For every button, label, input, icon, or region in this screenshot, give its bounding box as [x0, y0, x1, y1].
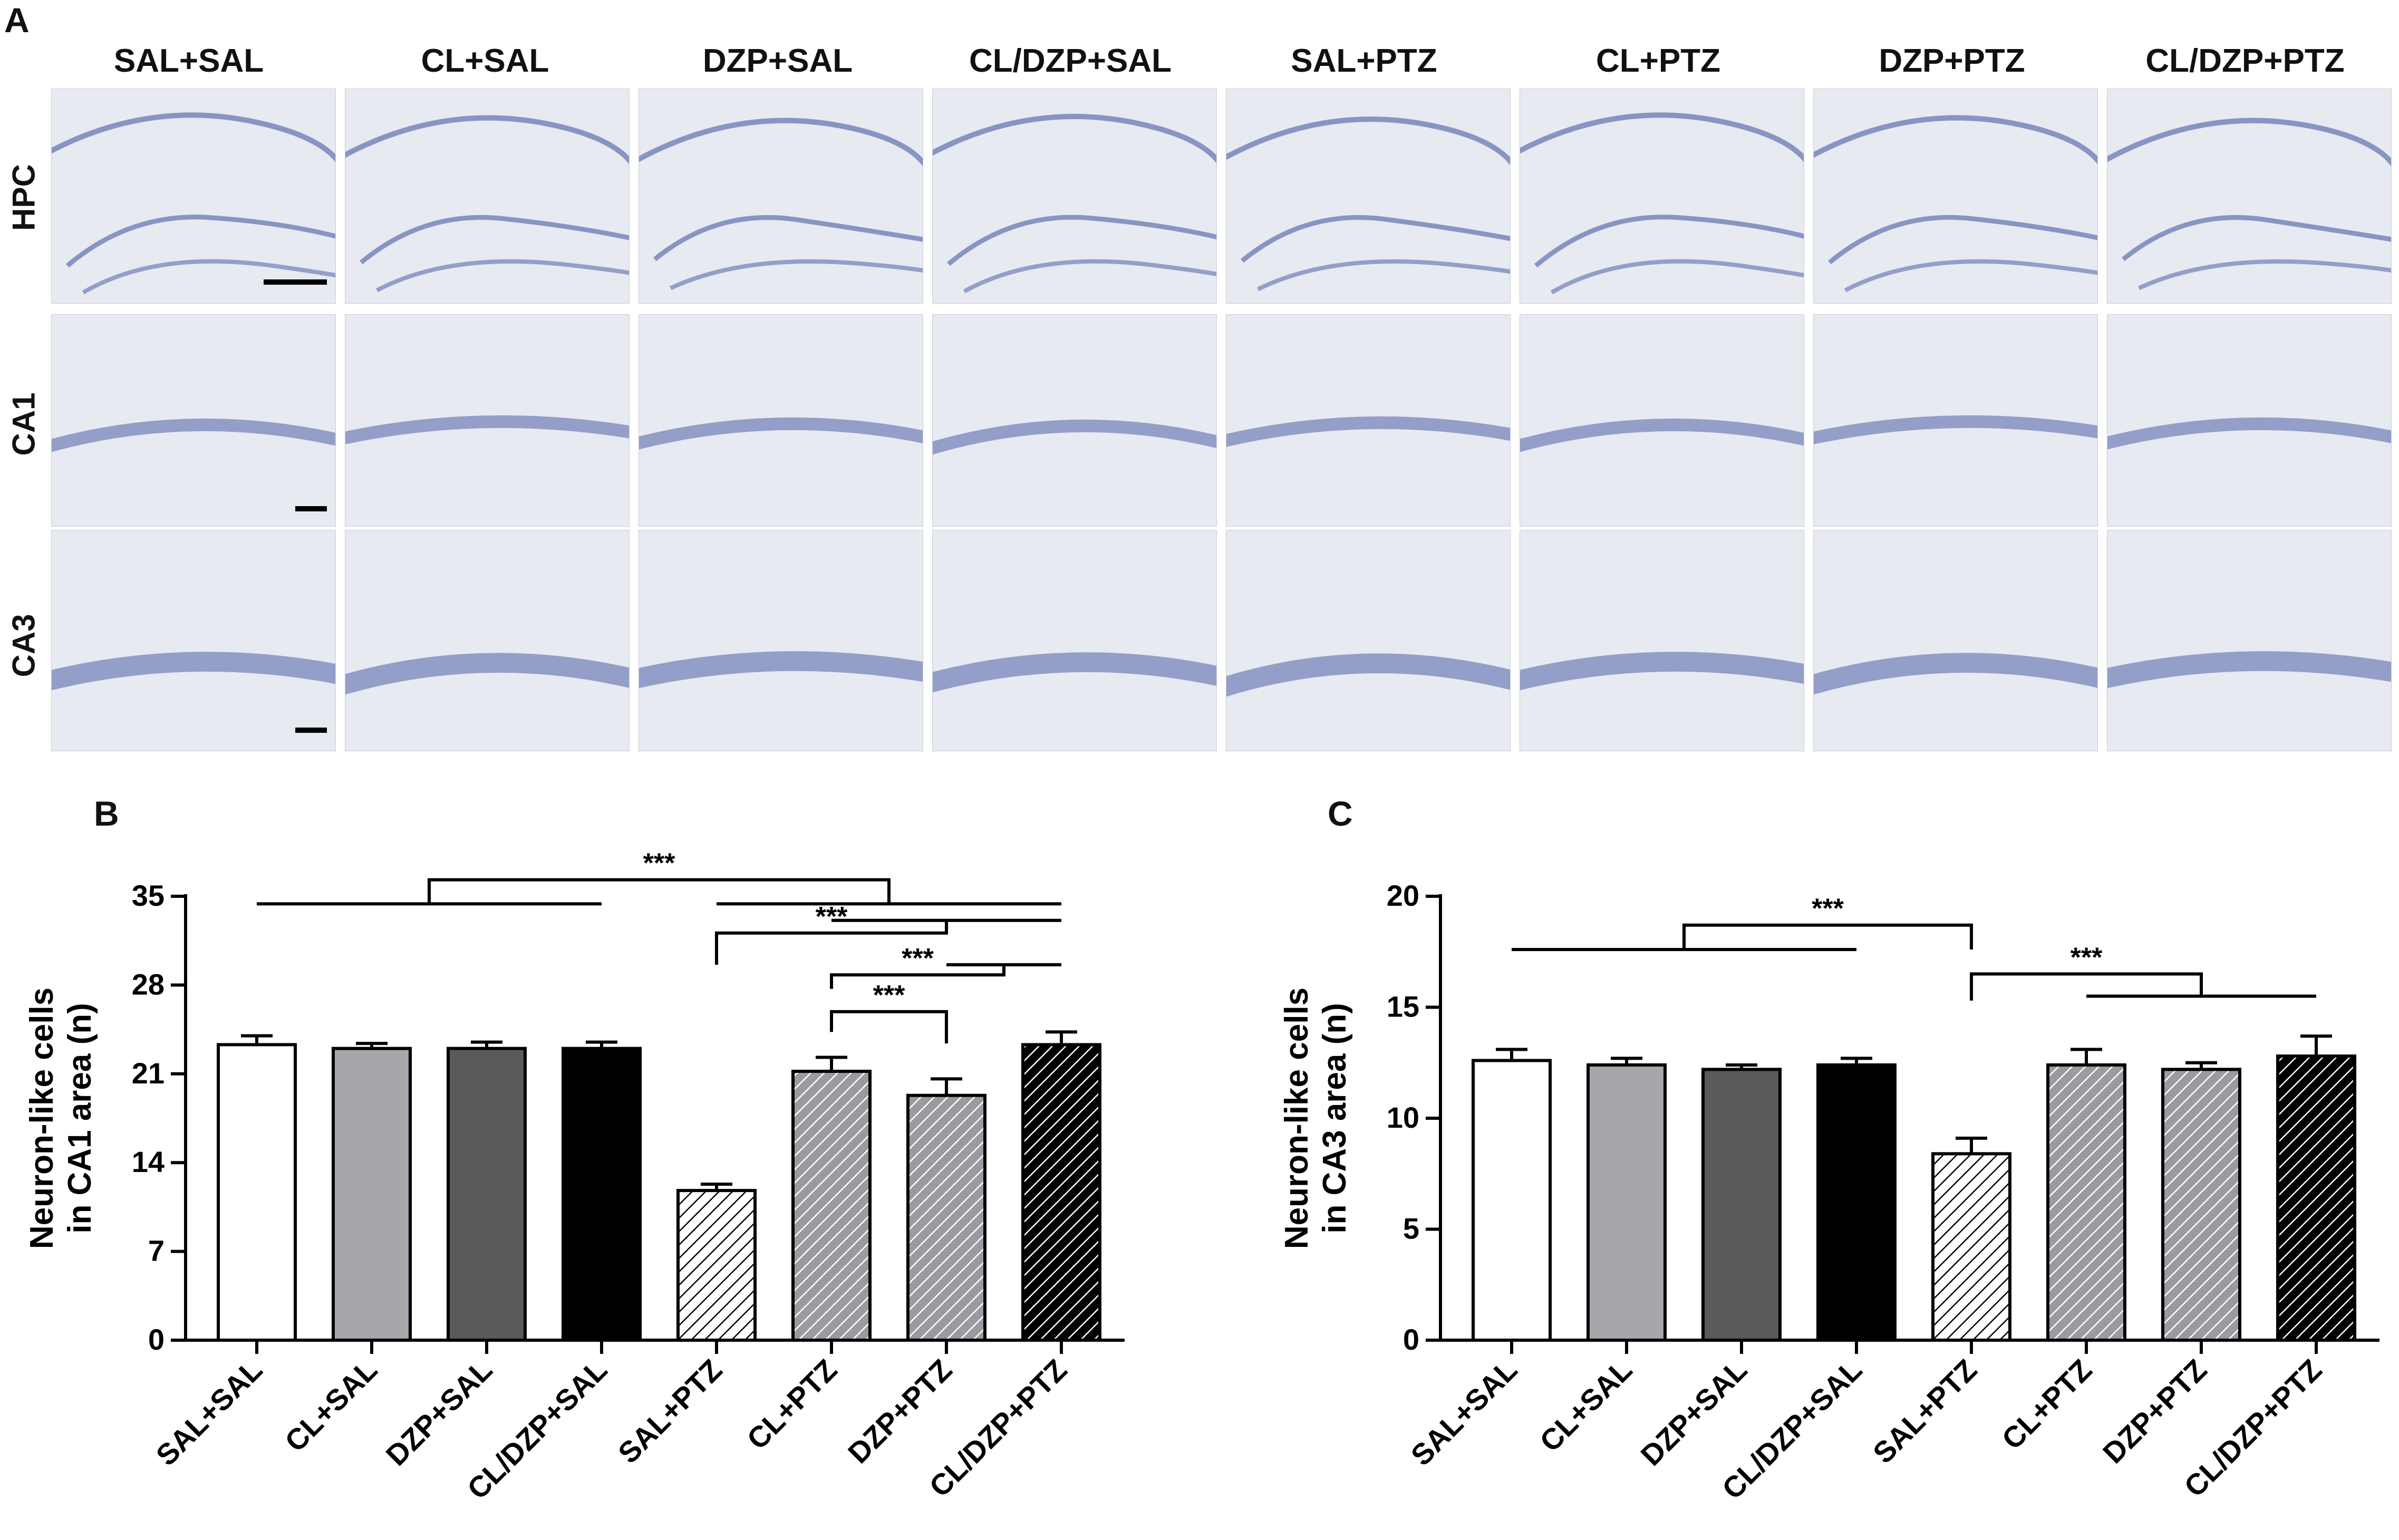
significance-bracket: *** — [1512, 894, 1973, 952]
bar — [1472, 1059, 1552, 1342]
y-axis-label: in CA1 area (n) — [62, 1003, 98, 1234]
column-header: SAL+PTZ — [1291, 43, 1437, 79]
x-tick-label: SAL+PTZ — [1866, 1353, 1984, 1470]
scale-bar — [295, 728, 327, 733]
bar — [217, 1043, 297, 1342]
y-tick-label: 5 — [1403, 1212, 1419, 1245]
significance-label: *** — [873, 980, 905, 1011]
row-label-ca1: CA1 — [6, 392, 42, 456]
row-label-ca3: CA3 — [6, 614, 42, 677]
x-tick-label: DZP+PTZ — [841, 1353, 959, 1470]
bar — [676, 1189, 757, 1342]
y-tick-label: 20 — [1387, 879, 1419, 912]
micrograph-tile — [932, 89, 1217, 304]
y-axis-label: in CA3 area (n) — [1317, 1003, 1353, 1234]
significance-label: *** — [902, 943, 934, 974]
bar — [2276, 1054, 2356, 1342]
micrograph-tile — [1226, 89, 1511, 304]
micrograph-tile — [1520, 89, 1804, 304]
y-tick-label: 7 — [148, 1234, 165, 1267]
y-tick-label: 10 — [1387, 1101, 1419, 1134]
bar — [2046, 1063, 2126, 1342]
bar — [1701, 1068, 1782, 1342]
significance-label: *** — [1812, 894, 1844, 924]
bar — [332, 1047, 412, 1342]
micrograph-tile — [345, 314, 630, 527]
x-tick-label: DZP+SAL — [1634, 1353, 1753, 1472]
significance-label: *** — [643, 848, 675, 879]
significance-bracket: *** — [1970, 942, 2316, 1001]
row-label-hpc: HPC — [6, 164, 42, 231]
micrograph-tile — [932, 530, 1217, 751]
bar — [1816, 1063, 1897, 1342]
column-header: DZP+PTZ — [1879, 43, 2025, 79]
micrograph-tile — [639, 89, 923, 304]
y-tick-label: 21 — [132, 1057, 165, 1090]
micrograph-tile — [639, 530, 923, 751]
column-header: CL+SAL — [421, 43, 549, 79]
panel-letter-b: B — [94, 794, 119, 833]
y-tick-label: 28 — [132, 967, 165, 1001]
column-header: CL/DZP+PTZ — [2145, 43, 2345, 79]
bar — [2161, 1068, 2241, 1342]
y-axis-label: Neuron-like cells — [1279, 987, 1315, 1249]
micrograph-tile — [2107, 89, 2392, 304]
micrograph-tile — [2107, 314, 2392, 527]
micrograph-tile — [1226, 530, 1511, 751]
y-tick-label: 15 — [1387, 990, 1419, 1023]
y-tick-label: 0 — [1403, 1323, 1419, 1356]
micrograph-tile — [2107, 530, 2392, 751]
column-header: DZP+SAL — [702, 43, 853, 79]
x-tick-label: SAL+PTZ — [612, 1353, 729, 1470]
significance-bracket: *** — [830, 980, 948, 1044]
micrograph-tile — [639, 314, 923, 527]
column-header: SAL+SAL — [113, 43, 264, 79]
bar — [1021, 1043, 1101, 1342]
micrograph-tile — [51, 89, 336, 304]
significance-label: *** — [2071, 942, 2103, 973]
x-tick-label: DZP+PTZ — [2096, 1353, 2213, 1470]
y-tick-label: 14 — [132, 1145, 165, 1178]
micrograph-tile — [51, 314, 336, 527]
scale-bar — [295, 506, 327, 511]
x-tick-label: SAL+SAL — [149, 1353, 268, 1472]
y-tick-label: 0 — [148, 1323, 165, 1356]
panel-letter-a: A — [4, 1, 30, 40]
bar — [1931, 1152, 2011, 1342]
micrograph-tile — [1813, 314, 2098, 527]
panel-letter-c: C — [1328, 794, 1353, 833]
micrograph-tile — [345, 530, 630, 751]
scale-bar — [264, 279, 327, 285]
y-tick-label: 35 — [132, 879, 165, 912]
bar — [906, 1093, 986, 1342]
x-tick-label: CL+PTZ — [740, 1353, 843, 1456]
significance-bracket: *** — [715, 902, 1061, 965]
column-header: CL+PTZ — [1596, 43, 1720, 79]
x-tick-label: CL+SAL — [278, 1353, 384, 1458]
micrograph-tile — [51, 530, 336, 751]
micrograph-tile — [1813, 89, 2098, 304]
bar — [791, 1069, 872, 1342]
chart-ca1: 0 7 14 21 28 35 Neuron-like cells in CA1 area (… — [24, 848, 1125, 1506]
x-tick-label: CL+SAL — [1533, 1353, 1639, 1458]
micrograph-tile — [932, 314, 1217, 527]
significance-bracket: *** — [257, 848, 1061, 906]
micrograph-tile — [1813, 530, 2098, 751]
bar — [1587, 1063, 1667, 1342]
micrograph-tile — [1520, 530, 1804, 751]
x-tick-label: CL+PTZ — [1995, 1353, 2098, 1456]
chart-ca3: 0 5 10 15 20 Neuron-like cells in CA3 area (n)… — [1279, 879, 2379, 1506]
bar — [562, 1047, 642, 1342]
micrograph-tile — [345, 89, 630, 304]
micrograph-tile — [1520, 314, 1804, 527]
significance-bracket: *** — [830, 943, 1061, 989]
micrograph-tile — [1226, 314, 1511, 527]
x-tick-label: DZP+SAL — [379, 1353, 498, 1472]
y-axis-label: Neuron-like cells — [24, 987, 60, 1249]
bar — [447, 1047, 527, 1342]
column-header: CL/DZP+SAL — [969, 43, 1172, 79]
significance-label: *** — [816, 902, 848, 932]
x-tick-label: SAL+SAL — [1404, 1353, 1523, 1472]
